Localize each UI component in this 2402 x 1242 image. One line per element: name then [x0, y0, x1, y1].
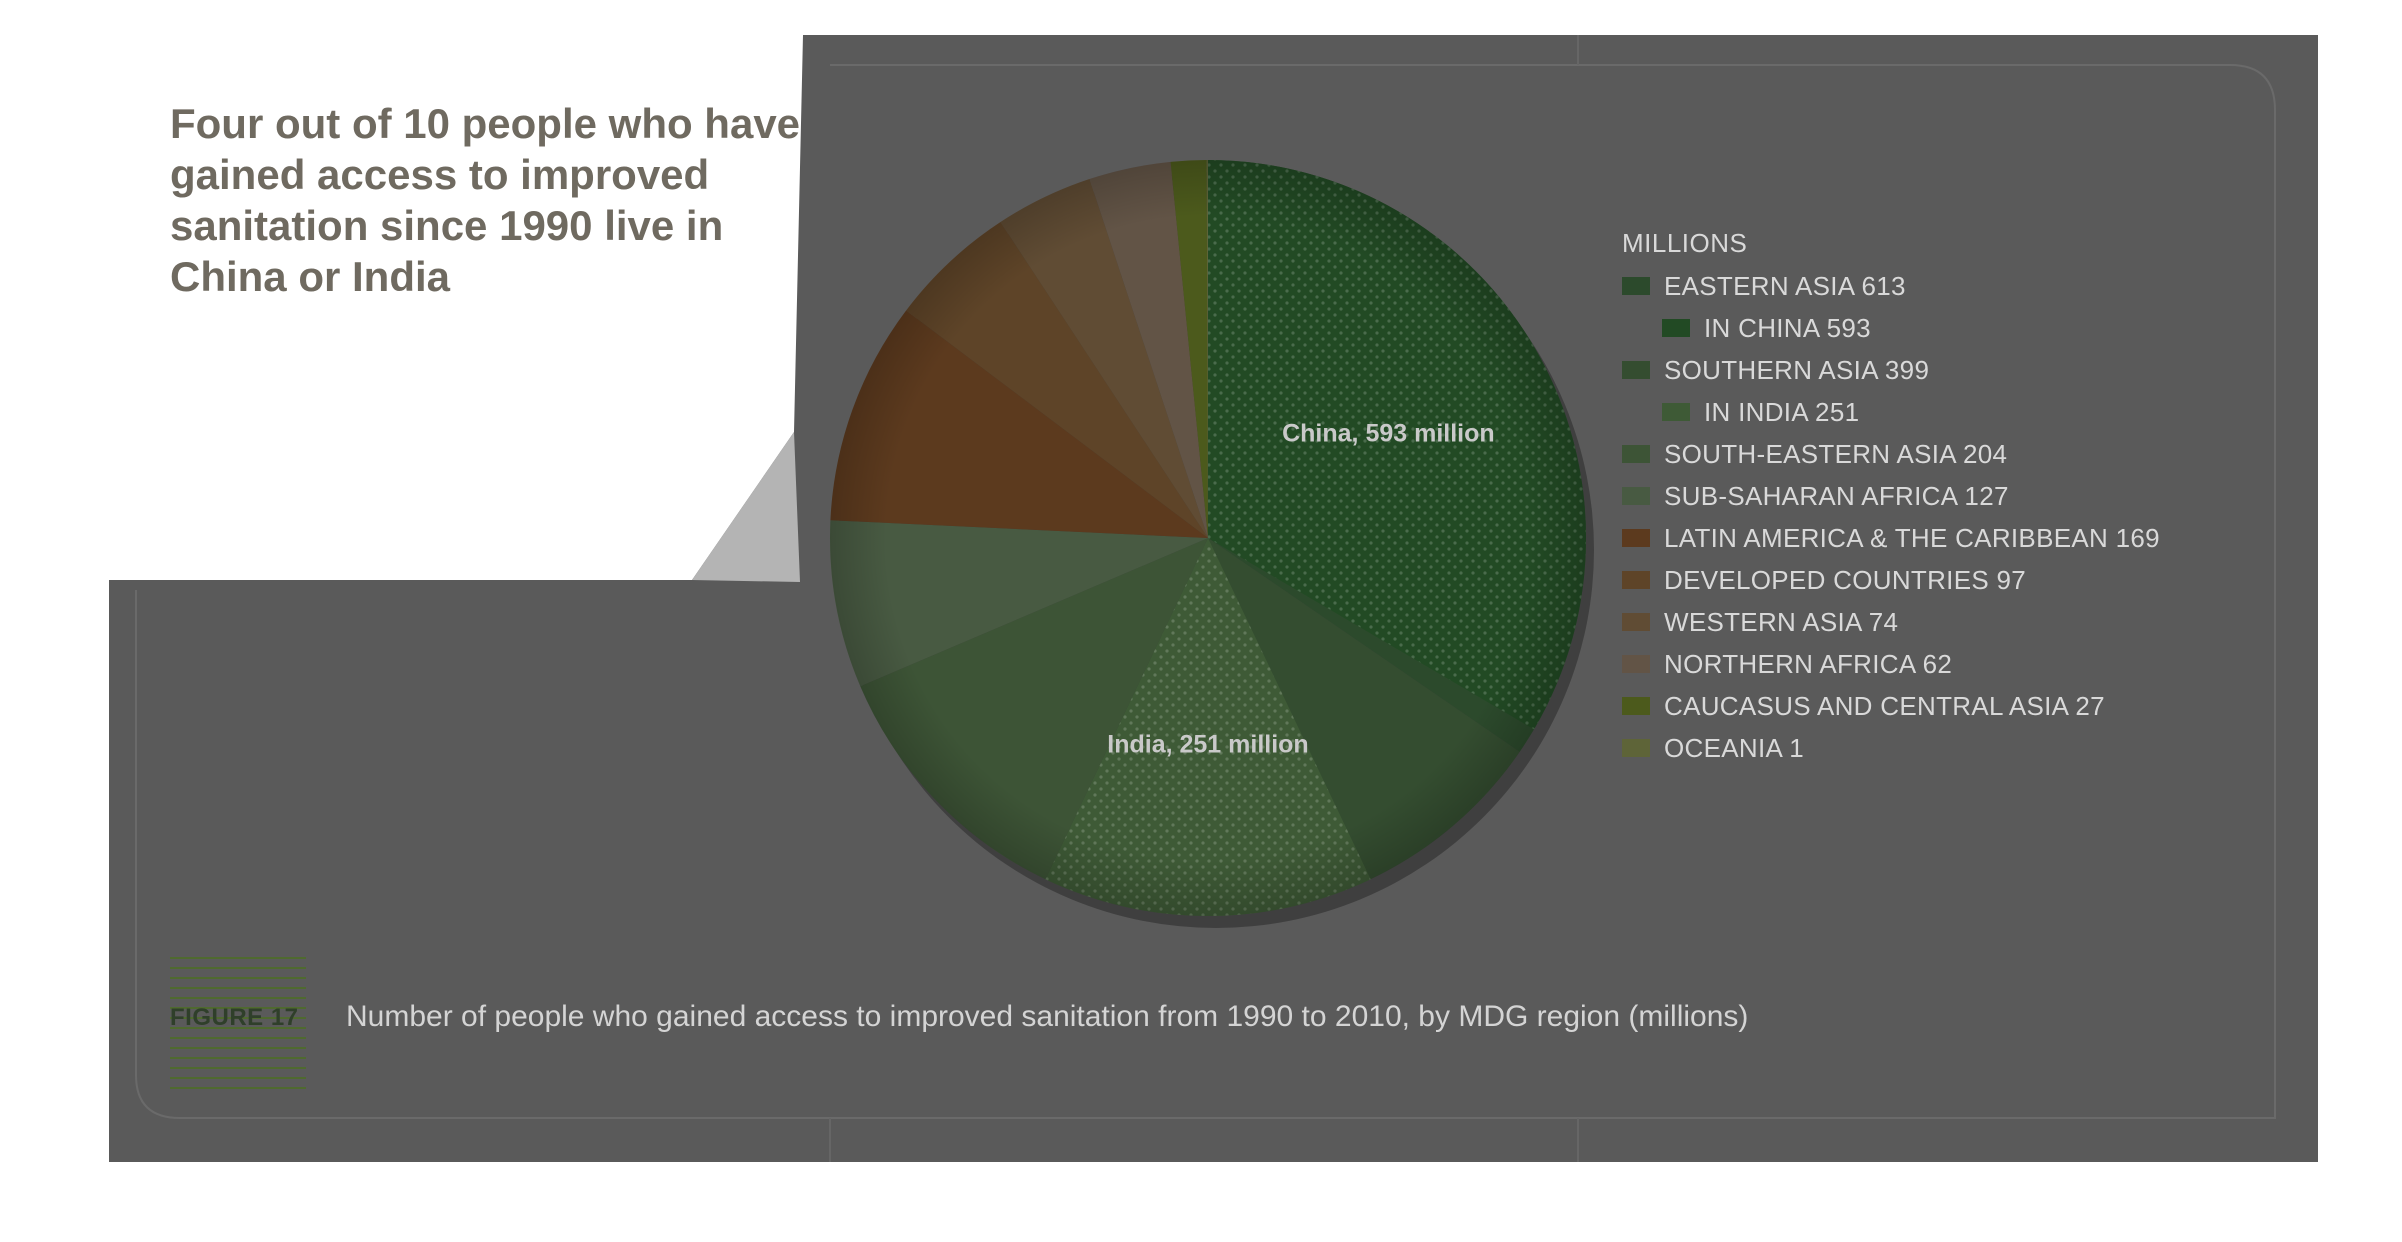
legend-item-latin-america-and-the-caribbean: LATIN AMERICA & THE CARIBBEAN 169: [1622, 517, 2160, 559]
legend-swatch: [1622, 529, 1650, 547]
legend-label: SOUTH-EASTERN ASIA 204: [1664, 438, 2008, 469]
panel-fold-shadow: [692, 432, 800, 582]
slice-label-in-india: India, 251 million: [1107, 731, 1308, 759]
legend-label: SUB-SAHARAN AFRICA 127: [1664, 480, 2009, 511]
legend-item-developed-countries: DEVELOPED COUNTRIES 97: [1622, 559, 2160, 601]
figure-tag-stripes: [170, 957, 306, 1089]
legend-swatch: [1622, 613, 1650, 631]
figure-tag: FIGURE 17: [170, 1004, 299, 1031]
legend-label: DEVELOPED COUNTRIES 97: [1664, 564, 2027, 595]
panel-inner-border: [135, 64, 2276, 1119]
legend-swatch: [1662, 319, 1690, 337]
legend-item-oceania: OCEANIA 1: [1622, 727, 2160, 769]
legend: MILLIONS EASTERN ASIA 613 IN CHINA 593 SOU…: [1622, 228, 2160, 769]
pie-chart: China, 593 million India, 251 million: [830, 159, 1594, 928]
legend-item-eastern-asia: EASTERN ASIA 613: [1622, 265, 2160, 307]
legend-item-southern-asia: SOUTHERN ASIA 399: [1622, 349, 2160, 391]
legend-label: LATIN AMERICA & THE CARIBBEAN 169: [1664, 522, 2160, 553]
legend-item-western-asia: WESTERN ASIA 74: [1622, 601, 2160, 643]
legend-label: IN INDIA 251: [1704, 396, 1860, 427]
legend-item-caucasus-and-central-asia: CAUCASUS AND CENTRAL ASIA 27: [1622, 685, 2160, 727]
legend-swatch: [1622, 571, 1650, 589]
legend-label: IN CHINA 593: [1704, 312, 1871, 343]
figure-caption: Number of people who gained access to im…: [346, 1000, 1749, 1033]
legend-label: CAUCASUS AND CENTRAL ASIA 27: [1664, 690, 2105, 721]
legend-item-in-china: IN CHINA 593: [1622, 307, 2160, 349]
legend-item-in-india: IN INDIA 251: [1622, 391, 2160, 433]
legend-item-northern-africa: NORTHERN AFRICA 62: [1622, 643, 2160, 685]
headline: Four out of 10 people who have gained ac…: [170, 100, 801, 300]
legend-swatch: [1622, 277, 1650, 295]
legend-swatch: [1662, 403, 1690, 421]
legend-swatch: [1622, 445, 1650, 463]
legend-swatch: [1622, 487, 1650, 505]
legend-swatch: [1622, 739, 1650, 757]
legend-swatch: [1622, 361, 1650, 379]
legend-label: WESTERN ASIA 74: [1664, 606, 1899, 637]
legend-item-sub-saharan-africa: SUB-SAHARAN AFRICA 127: [1622, 475, 2160, 517]
legend-item-south-eastern-asia: SOUTH-EASTERN ASIA 204: [1622, 433, 2160, 475]
legend-swatch: [1622, 655, 1650, 673]
legend-label: NORTHERN AFRICA 62: [1664, 648, 1953, 679]
slice-label-in-china: China, 593 million: [1282, 419, 1495, 447]
legend-swatch: [1622, 697, 1650, 715]
pie-edge-shade: [830, 160, 1586, 916]
legend-label: SOUTHERN ASIA 399: [1664, 354, 1930, 385]
legend-title: MILLIONS: [1622, 228, 1748, 258]
legend-label: OCEANIA 1: [1664, 732, 1804, 763]
legend-label: EASTERN ASIA 613: [1664, 270, 1906, 301]
